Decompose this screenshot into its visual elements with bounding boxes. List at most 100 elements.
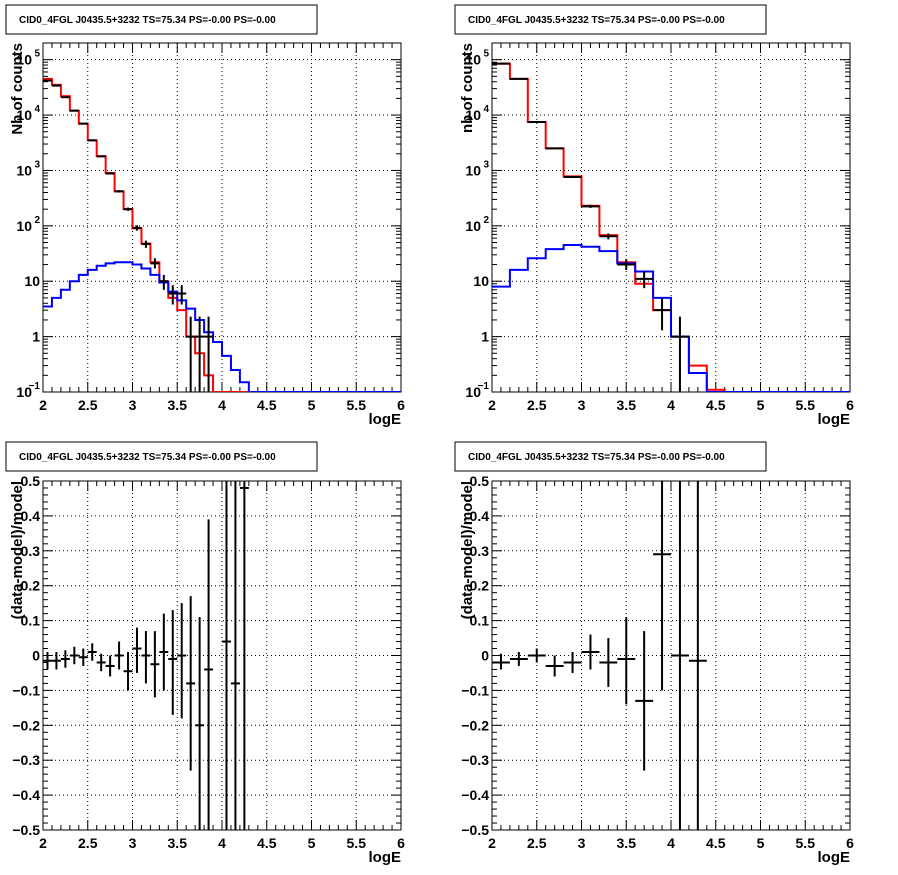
data-point xyxy=(168,285,178,305)
y-tick-label: 10 xyxy=(473,273,489,289)
chart-panel-2: CID0_4FGL J0435.5+3232 TS=75.34 PS=-0.00… xyxy=(454,4,854,428)
data-point xyxy=(132,225,142,231)
data-point xyxy=(545,147,564,150)
y-tick-exponent: −1 xyxy=(478,381,490,392)
data-point xyxy=(671,481,689,830)
data-point xyxy=(186,596,196,771)
x-tick-label: 5 xyxy=(757,835,765,851)
data-point xyxy=(653,297,671,331)
data-point xyxy=(159,274,169,290)
data-point xyxy=(132,627,142,673)
data-point xyxy=(527,648,546,663)
data-point xyxy=(123,652,133,691)
data-point xyxy=(43,652,52,670)
data-point xyxy=(105,172,115,175)
data-point xyxy=(204,519,214,830)
x-axis-label: logE xyxy=(818,849,851,866)
y-tick-exponent: 4 xyxy=(34,104,40,115)
data-point xyxy=(688,481,707,830)
x-tick-label: 3 xyxy=(129,397,137,413)
x-tick-label: 4.5 xyxy=(257,835,277,851)
x-tick-label: 2.5 xyxy=(78,397,98,413)
title-box xyxy=(454,441,767,472)
y-tick-exponent: 4 xyxy=(483,104,489,115)
data-point xyxy=(492,653,510,670)
x-tick-label: 5.5 xyxy=(796,397,816,413)
y-tick-label: 10 xyxy=(16,384,32,400)
y-tick-label: 10 xyxy=(465,162,481,178)
y-tick-exponent: 5 xyxy=(483,49,489,60)
data-point xyxy=(599,233,618,240)
x-axis-label: logE xyxy=(818,411,851,428)
data-point xyxy=(239,481,249,830)
y-tick-exponent: 2 xyxy=(34,215,40,226)
y-tick-label: 10 xyxy=(465,218,481,234)
y-tick-label: 0.4 xyxy=(21,508,41,524)
y-tick-label: 10 xyxy=(16,162,32,178)
data-point xyxy=(114,641,124,670)
y-tick-label: 0.4 xyxy=(470,508,490,524)
y-tick-label: −0.5 xyxy=(12,822,40,838)
chart-title: CID0_4FGL J0435.5+3232 TS=75.34 PS=-0.00… xyxy=(19,452,276,463)
data-point xyxy=(617,259,636,270)
data-point xyxy=(671,316,689,392)
y-tick-label: −0.1 xyxy=(461,682,489,698)
y-tick-label: 0 xyxy=(481,648,489,664)
data-point xyxy=(123,207,133,211)
data-point xyxy=(222,481,231,830)
data-point xyxy=(96,653,106,672)
y-tick-label: 0.1 xyxy=(470,613,490,629)
data-point xyxy=(60,650,70,668)
x-axis-label: logE xyxy=(369,411,402,428)
data-point xyxy=(635,631,654,771)
x-tick-label: 4 xyxy=(218,397,226,413)
y-axis-label: (data-model)/model xyxy=(9,481,26,619)
data-point xyxy=(177,603,187,719)
y-tick-label: −0.2 xyxy=(461,717,489,733)
y-tick-label: −0.1 xyxy=(12,682,40,698)
x-tick-label: 6 xyxy=(846,835,854,851)
data-point xyxy=(195,316,205,392)
data-point xyxy=(545,655,564,677)
y-tick-label: 10 xyxy=(465,107,481,123)
x-tick-label: 3.5 xyxy=(168,397,188,413)
y-tick-label: 0 xyxy=(32,648,40,664)
x-tick-label: 2 xyxy=(488,397,496,413)
data-point xyxy=(141,631,151,684)
data-point xyxy=(114,190,124,193)
data-point xyxy=(69,646,79,665)
y-tick-label: −0.5 xyxy=(461,822,489,838)
data-point xyxy=(150,631,160,698)
y-tick-label: 1 xyxy=(481,329,489,345)
y-tick-label: 0.2 xyxy=(21,578,41,594)
histogram-series-1 xyxy=(43,77,401,392)
y-tick-exponent: −1 xyxy=(29,381,41,392)
x-tick-label: 3 xyxy=(129,835,137,851)
x-tick-label: 4 xyxy=(667,835,675,851)
data-point xyxy=(581,204,600,208)
data-layer xyxy=(492,481,707,830)
x-tick-label: 4.5 xyxy=(257,397,277,413)
chart-panel-1: CID0_4FGL J0435.5+3232 TS=75.34 PS=-0.00… xyxy=(5,4,405,428)
chart-title: CID0_4FGL J0435.5+3232 TS=75.34 PS=-0.00… xyxy=(19,15,276,26)
x-tick-label: 5.5 xyxy=(347,397,367,413)
data-point xyxy=(105,655,115,677)
y-tick-exponent: 3 xyxy=(34,159,40,170)
chart-panel-4: CID0_4FGL J0435.5+3232 TS=75.34 PS=-0.00… xyxy=(454,441,854,866)
x-tick-label: 5 xyxy=(308,397,316,413)
x-tick-label: 6 xyxy=(397,835,405,851)
histogram-series-2 xyxy=(43,261,401,392)
x-tick-label: 3 xyxy=(578,397,586,413)
x-tick-label: 4.5 xyxy=(706,835,726,851)
y-tick-exponent: 3 xyxy=(483,159,489,170)
plot-frame xyxy=(42,480,402,831)
y-tick-label: −0.3 xyxy=(461,752,489,768)
y-tick-label: −0.4 xyxy=(461,787,489,803)
x-tick-label: 4.5 xyxy=(706,397,726,413)
data-point xyxy=(141,240,151,248)
data-point xyxy=(150,258,160,269)
x-tick-label: 6 xyxy=(846,397,854,413)
x-tick-label: 2 xyxy=(488,835,496,851)
x-tick-label: 3 xyxy=(578,835,586,851)
